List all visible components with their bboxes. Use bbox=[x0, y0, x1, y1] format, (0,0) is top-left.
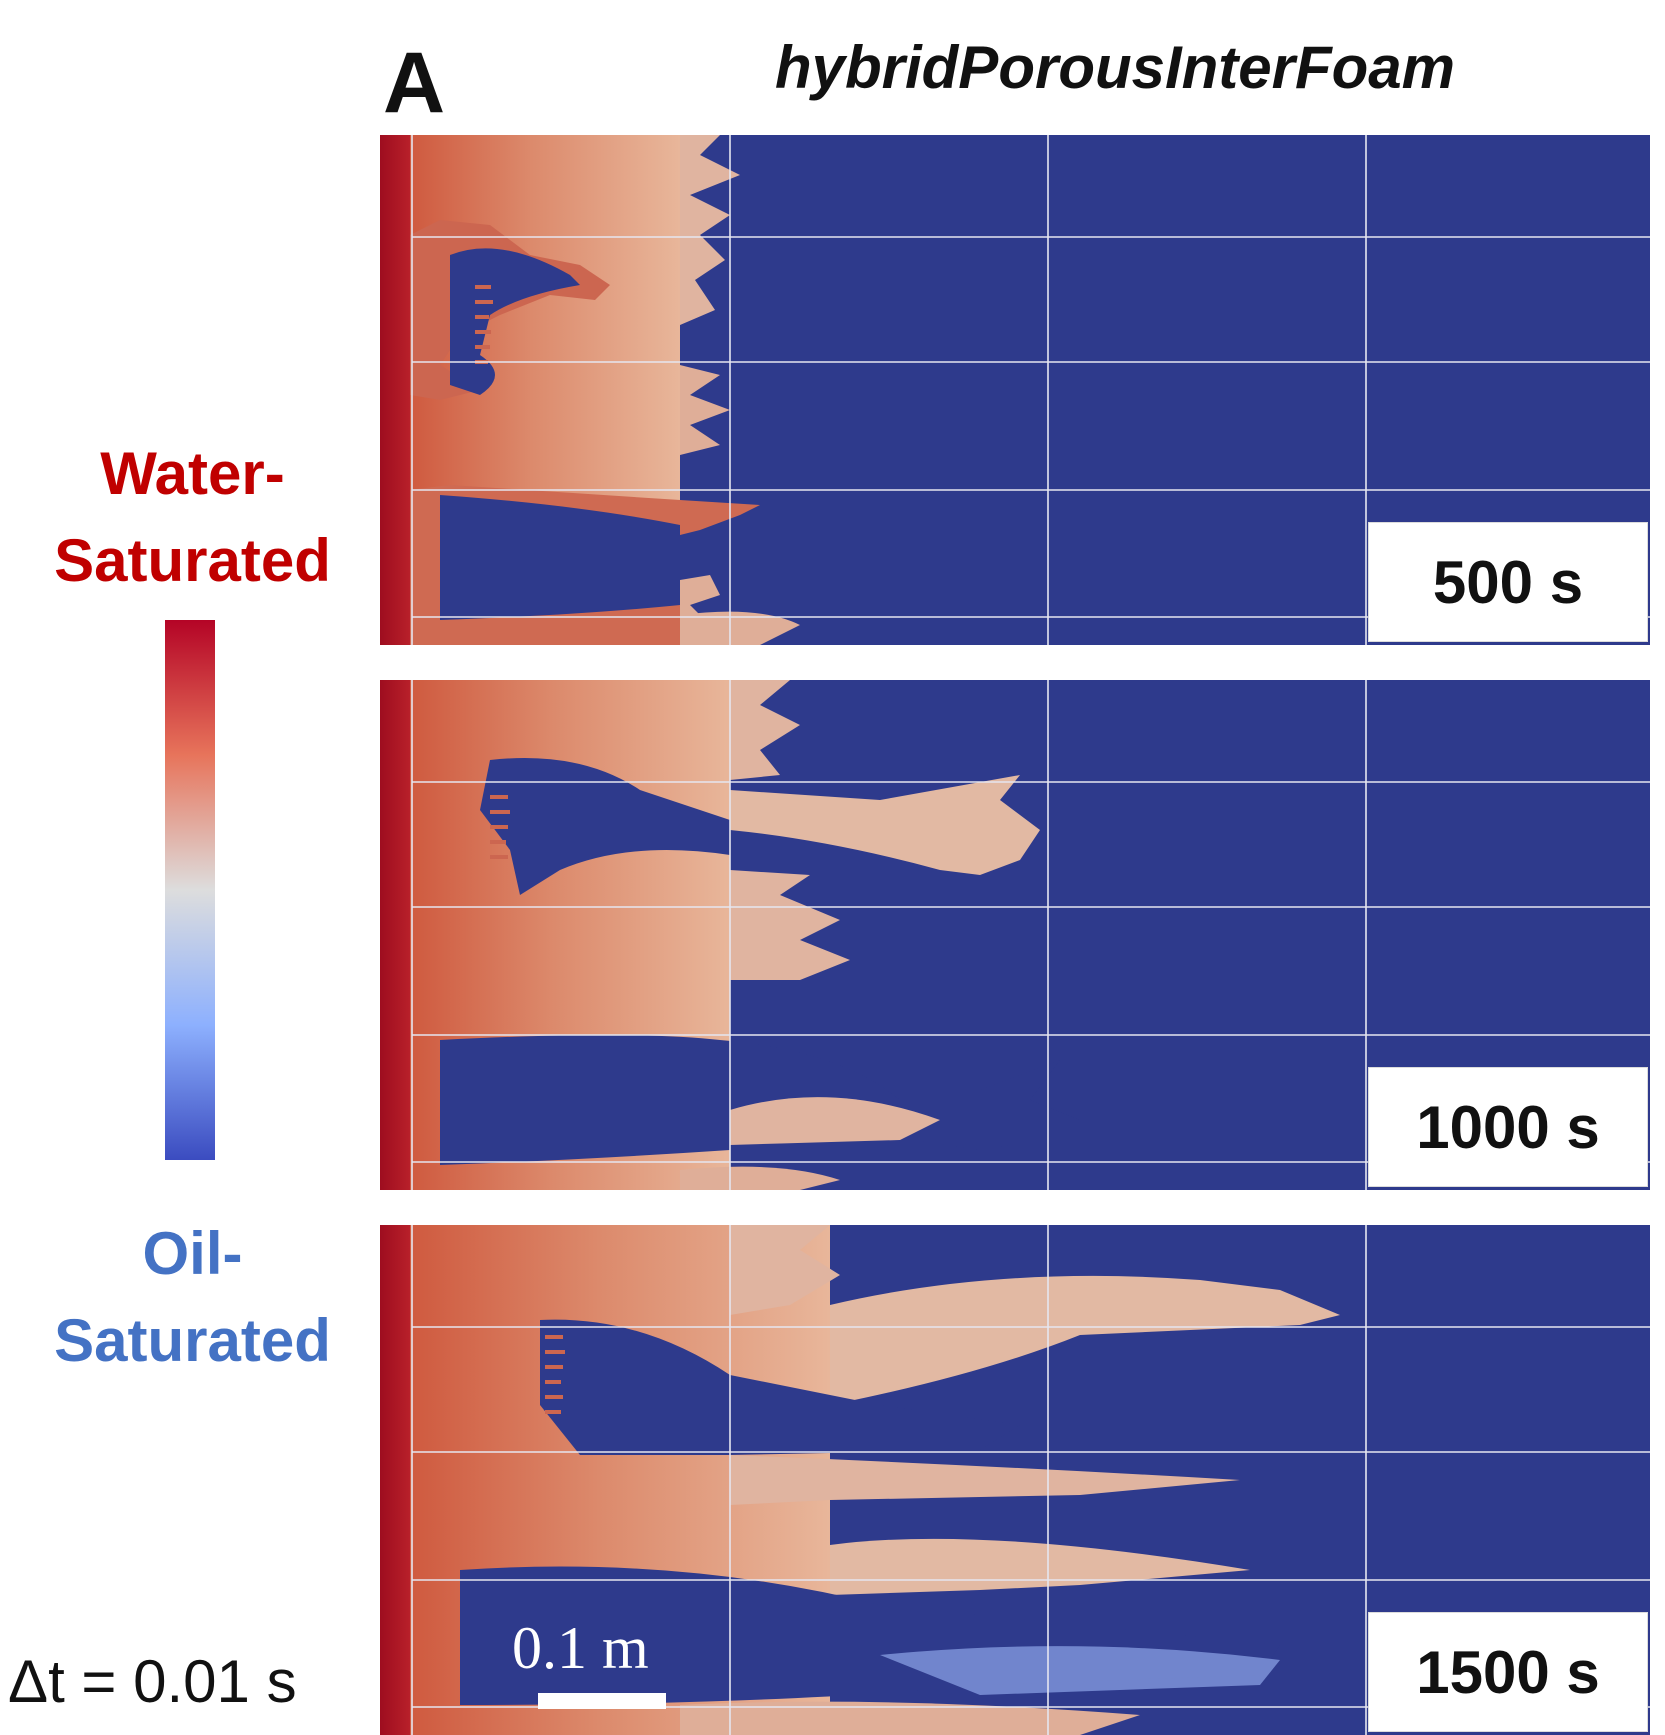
saturation-field-1000s bbox=[380, 680, 1650, 1190]
figure-title: hybridPorousInterFoam bbox=[774, 34, 1456, 101]
colorbar bbox=[165, 620, 215, 1160]
legend-oil-line1: Oil- bbox=[142, 1220, 243, 1287]
legend-oil-label: Oil- Saturated bbox=[20, 1210, 365, 1384]
time-badge-500s: 500 s bbox=[1369, 523, 1647, 641]
time-badge-1500s: 1500 s bbox=[1369, 1613, 1647, 1731]
legend-oil-line2: Saturated bbox=[54, 1307, 331, 1374]
scale-bar-label: 0.1 m bbox=[512, 1615, 649, 1681]
saturation-field-500s bbox=[380, 135, 1650, 645]
legend-water-line1: Water- bbox=[100, 440, 285, 507]
legend-water-line2: Saturated bbox=[54, 527, 331, 594]
time-badge-1000s: 1000 s bbox=[1369, 1068, 1647, 1186]
simulation-frame-500s: 500 s bbox=[380, 135, 1650, 645]
timestep-label: Δt = 0.01 s bbox=[8, 1648, 297, 1715]
panel-letter: A bbox=[383, 35, 446, 131]
simulation-frame-1500s: 1500 s bbox=[380, 1225, 1650, 1735]
scale-bar bbox=[538, 1693, 666, 1709]
legend-water-label: Water- Saturated bbox=[20, 430, 365, 604]
simulation-frame-1000s: 1000 s bbox=[380, 680, 1650, 1190]
